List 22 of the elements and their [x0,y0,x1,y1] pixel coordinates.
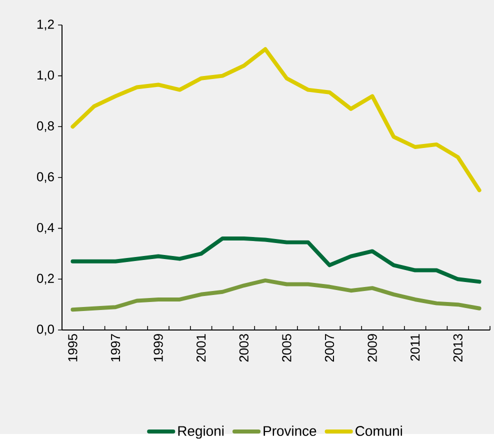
y-tick-label: 0,2 [36,274,54,284]
y-tick-label: 0,6 [36,172,54,183]
y-tick-label: 0,8 [36,121,54,132]
y-tick-label: 0,4 [36,222,54,234]
x-tick-label: 2007 [324,334,334,362]
legend-label: Comuni [356,426,402,436]
x-tick-label: 1997 [110,334,120,362]
y-tick-label: 1,2 [37,20,54,30]
x-tick-label: 2003 [239,334,248,362]
x-tick-label: 2001 [196,334,206,362]
x-tick-label: 1995 [68,334,78,362]
x-tick-label: 2013 [453,334,462,362]
legend-label: Province [264,426,316,436]
x-tick-label: 2011 [410,334,420,361]
line-series [70,47,482,192]
x-tick-label: 2005 [282,334,292,362]
line-series [70,278,482,312]
y-tick-label: 0,0 [36,324,54,336]
x-tick-label: 2009 [368,334,377,362]
y-tick-label: 1,0 [37,70,54,82]
x-tick-label: 1999 [154,334,163,362]
legend-label: Regioni [178,426,224,439]
